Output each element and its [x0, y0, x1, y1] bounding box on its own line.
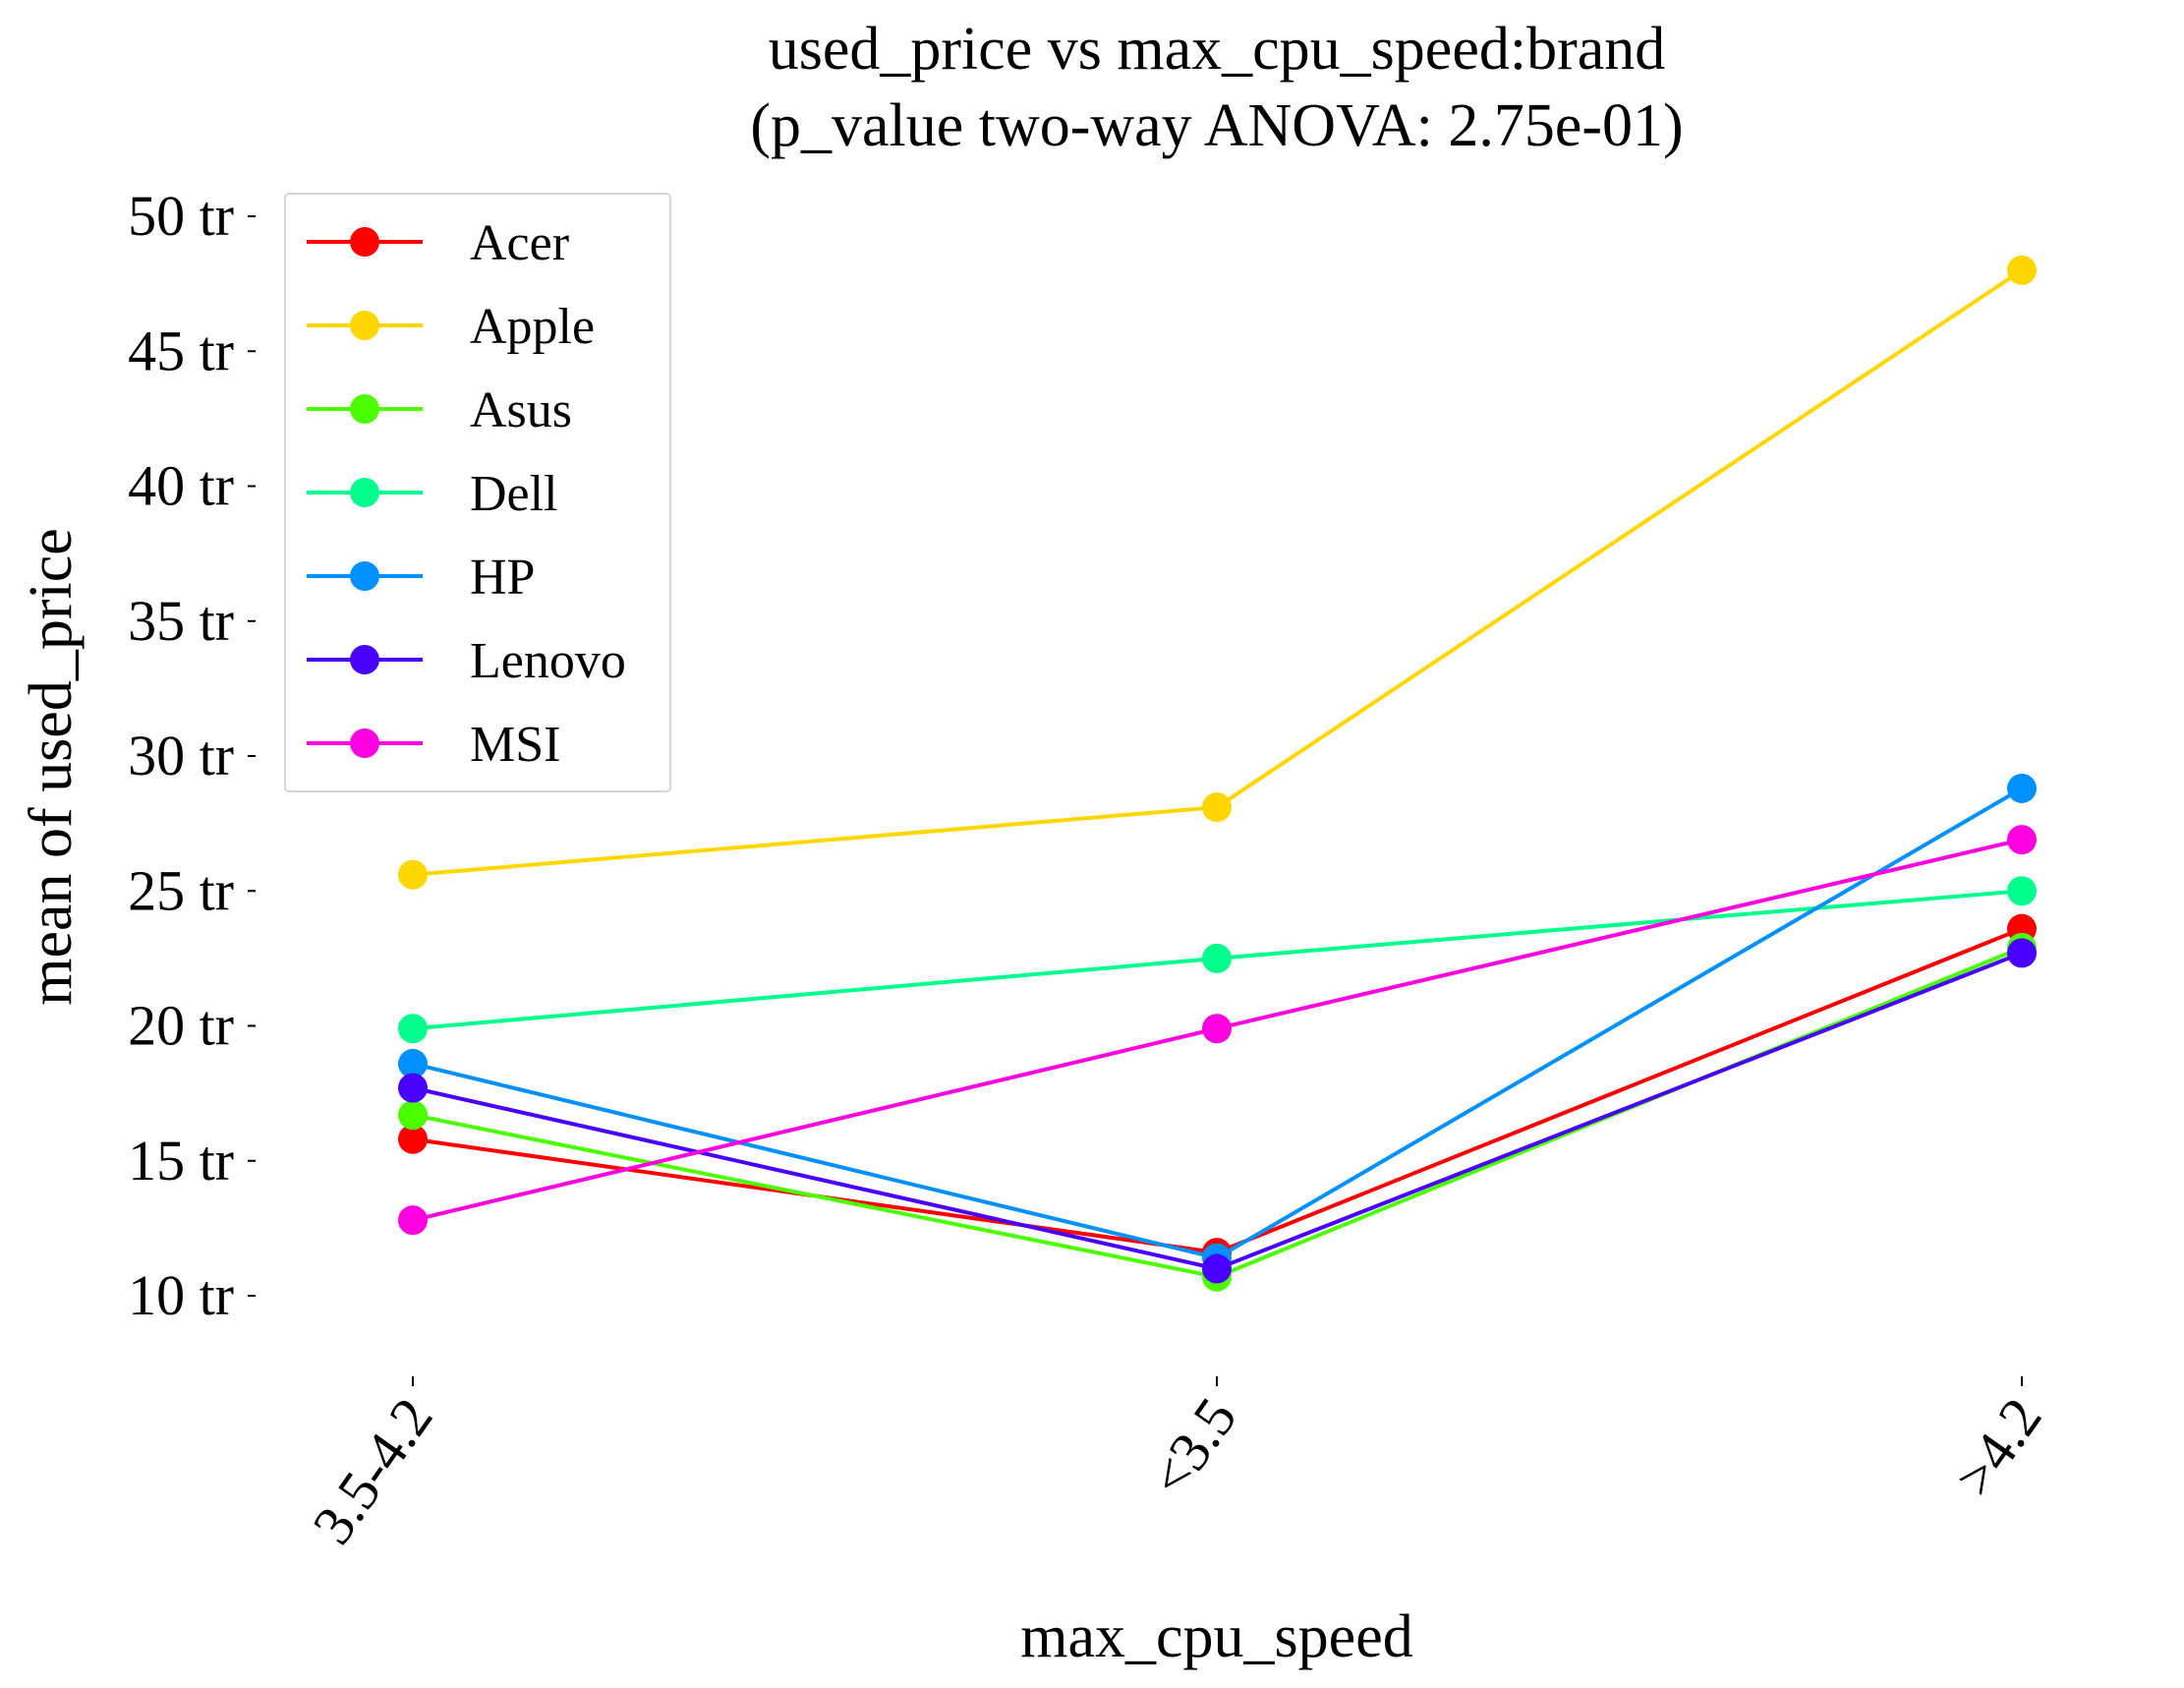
legend-marker — [350, 728, 379, 758]
chart-subtitle: (p_value two-way ANOVA: 2.75e-01) — [750, 92, 1683, 159]
legend-marker — [350, 394, 379, 424]
legend-item-apple: Apple — [307, 299, 595, 355]
data-point — [398, 1014, 428, 1044]
data-point — [2007, 255, 2037, 285]
series-msi — [398, 825, 2037, 1236]
y-tick-label: 40 tr — [128, 454, 234, 518]
chart-title: used_price vs max_cpu_speed:brand — [769, 16, 1666, 83]
series-dell — [398, 876, 2037, 1044]
legend-item-lenovo: Lenovo — [307, 633, 626, 689]
y-tick-label: 45 tr — [128, 319, 234, 382]
series-line — [412, 926, 2023, 1255]
legend-label: Acer — [470, 215, 569, 271]
data-point — [398, 1048, 428, 1078]
y-tick-label: 15 tr — [128, 1129, 234, 1193]
legend-label: Dell — [470, 466, 558, 522]
legend-marker — [350, 227, 379, 257]
y-axis-label: mean of used_price — [18, 528, 85, 1005]
series-apple — [398, 255, 2037, 890]
legend-marker — [350, 645, 379, 674]
legend-item-msi: MSI — [307, 717, 560, 773]
y-tick-label: 30 tr — [128, 724, 234, 787]
legend-label: Apple — [470, 299, 595, 355]
data-point — [1202, 792, 1232, 823]
data-point — [398, 1100, 428, 1131]
legend-label: HP — [470, 550, 535, 606]
data-point — [398, 1205, 428, 1236]
y-tick-label: 50 tr — [128, 184, 234, 248]
data-point — [2007, 938, 2037, 968]
data-point — [1202, 943, 1232, 973]
legend-item-dell: Dell — [307, 466, 558, 522]
legend-item-acer: Acer — [307, 215, 569, 271]
data-point — [1202, 1253, 1232, 1284]
data-point — [398, 1073, 428, 1103]
series-line — [412, 951, 2023, 1271]
series-line — [412, 946, 2023, 1279]
x-axis-label: max_cpu_speed — [1020, 1603, 1412, 1670]
data-point — [398, 859, 428, 890]
data-point — [1202, 1014, 1232, 1044]
x-axis: 3.5-4.2 <3.5 >4.2 — [300, 1376, 2054, 1555]
data-point — [2007, 876, 2037, 906]
x-tick-label: 3.5-4.2 — [300, 1386, 444, 1555]
legend-marker — [350, 561, 379, 591]
legend-items: Acer Apple Asus Dell HP Lenovo MSI — [307, 215, 626, 773]
legend-frame — [284, 193, 671, 792]
legend-label: Lenovo — [470, 633, 626, 689]
y-tick-label: 25 tr — [128, 858, 234, 922]
y-tick-label: 35 tr — [128, 589, 234, 653]
legend-item-hp: HP — [307, 550, 535, 606]
x-tick-label: >4.2 — [1942, 1386, 2054, 1507]
legend-marker — [350, 478, 379, 507]
legend-item-asus: Asus — [307, 382, 572, 438]
y-tick-label: 10 tr — [128, 1263, 234, 1327]
data-point — [2007, 825, 2037, 855]
x-tick-label: <3.5 — [1137, 1386, 1249, 1507]
series-lenovo — [398, 938, 2037, 1284]
legend-label: Asus — [470, 382, 572, 438]
legend: Acer Apple Asus Dell HP Lenovo MSI — [284, 193, 671, 792]
series-asus — [398, 932, 2037, 1292]
series-layer — [398, 255, 2037, 1292]
legend-label: MSI — [470, 717, 560, 773]
data-point — [398, 1124, 428, 1154]
y-axis: 10 tr 15 tr 20 tr 25 tr 30 tr 35 tr 40 tr 45 tr… — [128, 184, 256, 1327]
data-point — [2007, 773, 2037, 803]
y-tick-label: 20 tr — [128, 994, 234, 1058]
legend-marker — [350, 311, 379, 340]
